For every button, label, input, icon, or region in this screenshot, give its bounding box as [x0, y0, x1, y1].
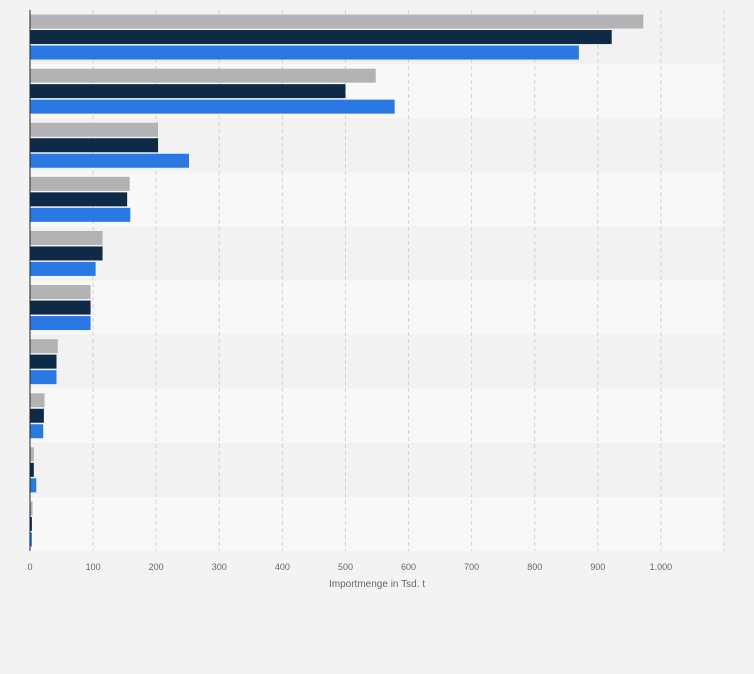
x-tick-label: 300 [212, 562, 227, 572]
bar [30, 45, 579, 60]
x-tick-label: 500 [338, 562, 353, 572]
bar [30, 370, 57, 385]
bar [30, 408, 44, 423]
bar [30, 393, 45, 408]
bar [30, 300, 91, 315]
bar [30, 138, 159, 153]
bar [30, 192, 128, 207]
bar [30, 339, 58, 354]
bar [30, 99, 395, 114]
bar [30, 516, 32, 531]
bar [30, 532, 32, 547]
bar [30, 246, 103, 261]
x-tick-label: 400 [275, 562, 290, 572]
row-bands [30, 10, 724, 551]
x-axis-label: Importmenge in Tsd. t [329, 579, 425, 590]
bar [30, 14, 644, 29]
bar [30, 447, 34, 462]
bar [30, 316, 91, 331]
x-tick-label: 700 [464, 562, 479, 572]
row-band [30, 442, 724, 497]
row-band [30, 280, 724, 335]
x-tick-label: 800 [527, 562, 542, 572]
bar [30, 68, 376, 83]
bar [30, 122, 159, 137]
bar [30, 207, 131, 222]
row-band [30, 226, 724, 281]
row-band [30, 496, 724, 551]
bars [30, 14, 644, 547]
bar [30, 261, 96, 276]
bar [30, 84, 346, 99]
bar [30, 230, 103, 245]
bar [30, 285, 91, 300]
bar [30, 354, 57, 369]
row-band [30, 172, 724, 227]
x-tick-label: 0 [27, 562, 32, 572]
x-tick-label: 1.000 [650, 562, 673, 572]
bar [30, 176, 130, 191]
bar [30, 462, 34, 477]
x-tick-label: 200 [149, 562, 164, 572]
bar [30, 424, 44, 439]
row-band [30, 334, 724, 389]
x-tick-label: 600 [401, 562, 416, 572]
x-tick-label: 900 [590, 562, 605, 572]
x-tick-labels: 0 100 200 300 400 500 600 700 800 900 1.000 [27, 562, 672, 572]
bar [30, 501, 33, 516]
row-band [30, 388, 724, 443]
bar [30, 30, 612, 45]
bar [30, 478, 37, 493]
x-tick-label: 100 [86, 562, 101, 572]
bar [30, 153, 189, 168]
gridlines [92, 10, 725, 551]
